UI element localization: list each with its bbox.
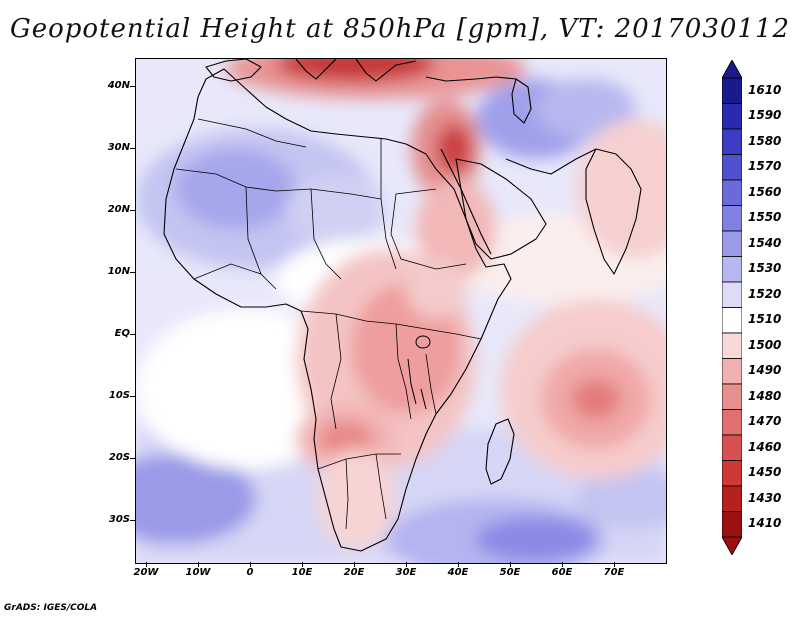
colorbar-box	[722, 434, 742, 461]
colorbar-level-label: 1570	[748, 159, 782, 174]
colorbar-level-label: 1610	[748, 82, 782, 97]
lon-tick	[614, 562, 615, 567]
lat-tick	[130, 148, 135, 149]
colorbar-level-label: 1540	[748, 235, 782, 250]
lon-tick	[406, 562, 407, 567]
lat-label-40n: 40N	[107, 80, 130, 91]
lon-label-50e: 50E	[499, 567, 521, 578]
chart-title: Geopotential Height at 850hPa [gpm], VT:…	[9, 14, 791, 44]
colorbar-level-label: 1480	[748, 388, 782, 403]
lon-tick	[510, 562, 511, 567]
lat-tick	[130, 210, 135, 211]
colorbar-box	[722, 77, 742, 104]
lat-label-10s: 10S	[108, 390, 130, 401]
colorbar	[722, 60, 742, 555]
lon-label-20w: 20W	[133, 567, 159, 578]
lon-tick	[250, 562, 251, 567]
colorbar-level-label: 1460	[748, 439, 782, 454]
colorbar-box	[722, 154, 742, 181]
colorbar-box	[722, 409, 742, 436]
colorbar-box	[722, 383, 742, 410]
colorbar-box	[722, 205, 742, 232]
lat-tick	[130, 86, 135, 87]
lat-label-10n: 10N	[107, 266, 130, 277]
colorbar-bottom-arrow	[722, 536, 742, 555]
colorbar-level-label: 1500	[748, 337, 782, 352]
lat-label-30n: 30N	[107, 142, 130, 153]
colorbar-box	[722, 511, 742, 538]
colorbar-box	[722, 230, 742, 257]
lakes	[407, 335, 431, 410]
lon-tick	[198, 562, 199, 567]
lon-label-20e: 20E	[343, 567, 365, 578]
lon-tick	[146, 562, 147, 567]
lat-label-20s: 20S	[108, 452, 130, 463]
lon-tick	[562, 562, 563, 567]
lat-tick	[130, 520, 135, 521]
colorbar-box	[722, 485, 742, 512]
colorbar-box	[722, 358, 742, 385]
lon-label-10e: 10E	[291, 567, 313, 578]
colorbar-box	[722, 307, 742, 334]
colorbar-box	[722, 332, 742, 359]
lat-label-30s: 30S	[108, 514, 130, 525]
colorbar-level-label: 1490	[748, 363, 782, 378]
colorbar-level-label: 1590	[748, 108, 782, 123]
colorbar-level-label: 1430	[748, 490, 782, 505]
colorbar-level-label: 1470	[748, 414, 782, 429]
coastlines	[163, 59, 642, 552]
lat-tick	[130, 334, 135, 335]
colorbar-box	[722, 281, 742, 308]
lat-tick	[130, 396, 135, 397]
geopotential-map	[136, 59, 666, 563]
lon-label-40e: 40E	[447, 567, 469, 578]
colorbar-level-label: 1530	[748, 261, 782, 276]
colorbar-level-label: 1580	[748, 133, 782, 148]
colorbar-box	[722, 256, 742, 283]
colorbar-box	[722, 179, 742, 206]
grads-credit: GrADS: IGES/COLA	[4, 603, 98, 613]
lon-label-30e: 30E	[395, 567, 417, 578]
lon-label-10w: 10W	[185, 567, 211, 578]
colorbar-level-label: 1550	[748, 210, 782, 225]
colorbar-level-label: 1410	[748, 516, 782, 531]
map-plot-area	[135, 58, 667, 564]
lon-tick	[302, 562, 303, 567]
lon-label-70e: 70E	[603, 567, 625, 578]
lon-tick	[458, 562, 459, 567]
lat-label-eq: EQ	[114, 328, 130, 339]
colorbar-box	[722, 103, 742, 130]
lon-label-0: 0	[246, 567, 254, 578]
colorbar-box	[722, 460, 742, 487]
colorbar-level-label: 1560	[748, 184, 782, 199]
lat-tick	[130, 458, 135, 459]
colorbar-top-arrow	[722, 60, 742, 79]
field-shading	[136, 59, 666, 563]
lat-label-20n: 20N	[107, 204, 130, 215]
lat-tick	[130, 272, 135, 273]
lon-label-60e: 60E	[551, 567, 573, 578]
colorbar-level-label: 1450	[748, 465, 782, 480]
country-borders	[175, 118, 482, 530]
colorbar-box	[722, 128, 742, 155]
colorbar-level-label: 1510	[748, 312, 782, 327]
lon-tick	[354, 562, 355, 567]
colorbar-level-label: 1520	[748, 286, 782, 301]
